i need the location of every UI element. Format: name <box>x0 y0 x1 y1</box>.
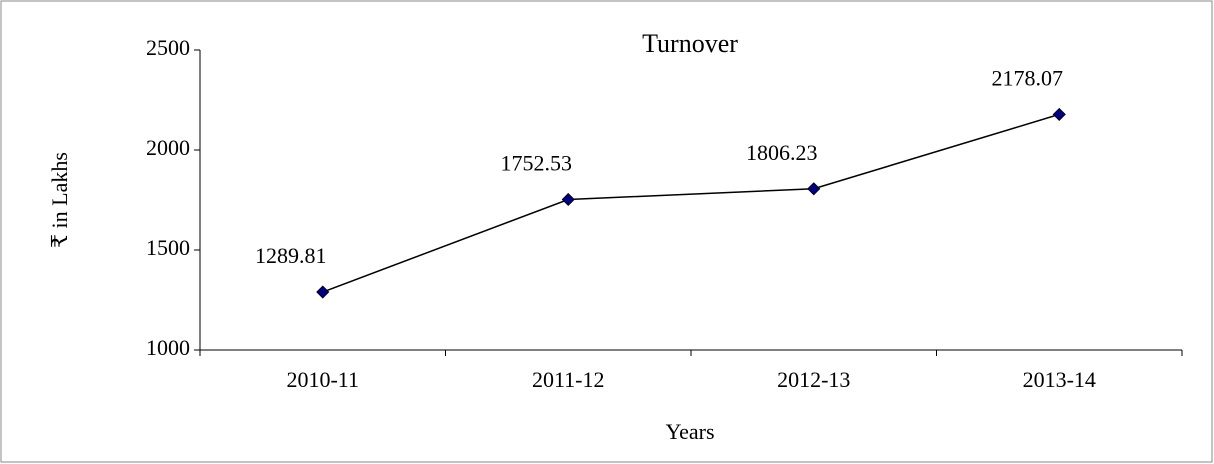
data-label: 1806.23 <box>746 140 818 165</box>
data-label: 1752.53 <box>501 151 573 176</box>
line <box>322 113 1060 293</box>
marker <box>316 285 330 299</box>
marker <box>561 192 575 207</box>
chart-title: Turnover <box>642 29 738 58</box>
x-tick-label: 2010-11 <box>286 367 359 392</box>
data-label: 2178.07 <box>992 65 1064 90</box>
marker <box>807 182 821 196</box>
data-label: 1289.81 <box>255 243 327 268</box>
x-tick-label: 2013-14 <box>1023 367 1096 392</box>
marker <box>1052 107 1066 121</box>
y-tick-label: 1500 <box>146 235 190 260</box>
y-axis-label: ₹ in Lakhs <box>47 152 72 248</box>
x-tick-label: 2012-13 <box>777 367 850 392</box>
y-tick-label: 1000 <box>146 335 190 360</box>
y-tick-label: 2500 <box>146 35 190 60</box>
x-axis-label: Years <box>665 419 714 444</box>
y-tick-label: 2000 <box>146 135 190 160</box>
x-tick-label: 2011-12 <box>532 367 605 392</box>
